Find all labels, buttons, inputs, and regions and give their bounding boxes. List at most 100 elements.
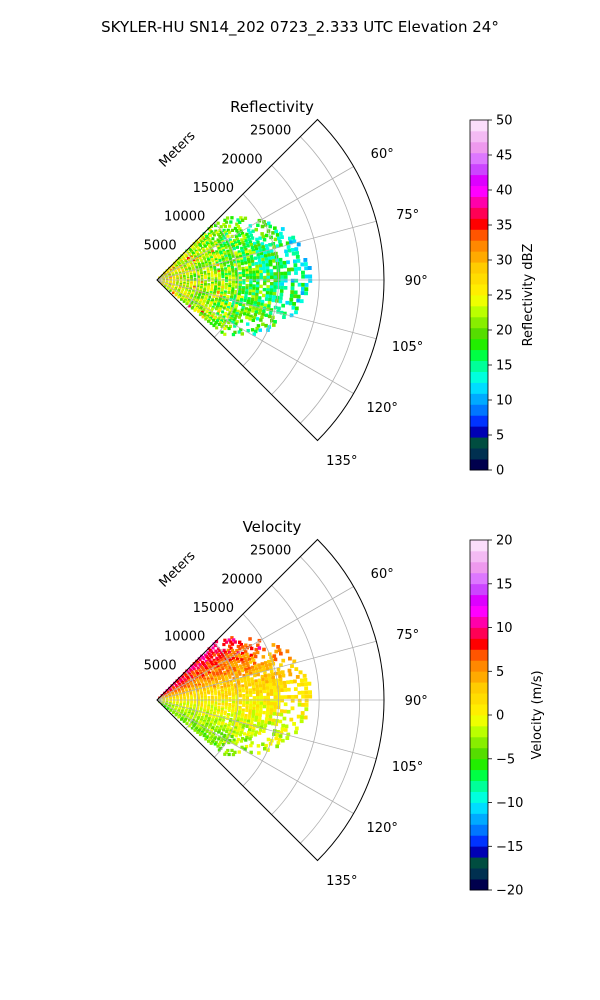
echo-gate [242,271,246,275]
echo-gate [230,648,235,652]
echo-gate [258,681,262,685]
echo-gate [210,268,213,271]
echo-gate [252,707,256,711]
echo-gate [216,685,220,688]
echo-gate [210,721,213,725]
echo-gate [179,696,183,699]
echo-gate [212,262,216,266]
echo-gate [228,282,232,286]
echo-gate [228,675,232,679]
echo-gate [226,717,230,720]
echo-gate [245,286,249,290]
echo-gate [275,233,280,237]
echo-gate [231,244,235,249]
echo-gate [228,270,231,274]
echo-gate [208,680,211,684]
echo-gate [283,311,287,316]
echo-gate [224,665,228,669]
echo-gate [224,275,228,278]
echo-gate [255,264,259,269]
echo-gate [237,715,241,719]
echo-gate [205,722,209,726]
echo-gate [222,662,226,666]
echo-gate [235,311,239,316]
echo-gate [212,653,216,657]
echo-gate [244,738,248,742]
echo-gate [228,698,232,702]
echo-gate [252,723,257,728]
echo-gate [279,651,283,656]
echo-gate [222,242,226,246]
echo-gate [294,694,299,699]
echo-gate [265,291,270,295]
echo-gate [231,303,235,307]
echo-gate [242,303,246,307]
echo-gate [276,730,280,734]
echo-gate [308,694,313,699]
echo-gate [290,278,295,283]
echo-gate [259,318,263,322]
echo-gate [220,689,224,693]
echo-gate [178,286,182,289]
echo-gate [250,677,254,681]
echo-gate [235,281,239,285]
echo-gate [235,673,239,677]
echo-gate [224,273,228,277]
echo-gate [193,282,197,285]
colorbar-swatch [470,240,488,252]
echo-gate [249,303,253,307]
echo-gate [254,295,259,300]
echo-gate [292,659,297,664]
echo-gate [228,230,232,234]
echo-gate [213,710,217,714]
echo-gate [224,640,229,644]
echo-gate [220,269,224,273]
echo-gate [218,258,222,262]
echo-gate [240,737,245,741]
echo-gate [230,686,234,690]
echo-gate [240,718,244,722]
echo-gate [262,668,266,672]
echo-gate [228,658,232,662]
echo-gate [223,224,227,228]
echo-gate [220,687,224,691]
echo-gate [224,302,228,306]
echo-gate [254,718,258,722]
echo-gate [249,243,254,247]
echo-gate [241,708,245,712]
colorbar-swatch [470,682,488,694]
echo-gate [235,698,239,702]
echo-gate [238,276,242,280]
echo-gate [281,658,286,663]
echo-gate [213,301,217,304]
echo-gate [228,311,232,315]
echo-gate [213,322,217,326]
echo-gate [209,686,213,690]
echo-gate [232,720,236,724]
echo-gate [234,322,238,326]
echo-gate [258,716,262,720]
echo-gate [259,701,263,706]
echo-gate [218,257,221,261]
echo-gate [212,715,216,718]
colorbar-swatch [470,660,488,672]
echo-gate [217,705,221,709]
echo-gate [238,285,242,289]
colorbar-swatch [470,327,488,340]
echo-gate [256,240,260,244]
echo-gate [207,664,211,668]
echo-gate [249,284,253,288]
echo-gate [259,693,263,697]
echo-gate [219,305,223,309]
echo-gate [204,297,207,301]
range-tick-label: 20000 [221,572,262,587]
echo-gate [228,722,232,726]
range-tick-label: 5000 [144,658,177,673]
echo-gate [223,710,227,714]
echo-gate [227,244,231,248]
echo-gate [227,264,231,268]
echo-gate [264,257,269,261]
echo-gate [207,725,211,729]
echo-gate [177,267,180,271]
echo-gate [226,680,230,684]
